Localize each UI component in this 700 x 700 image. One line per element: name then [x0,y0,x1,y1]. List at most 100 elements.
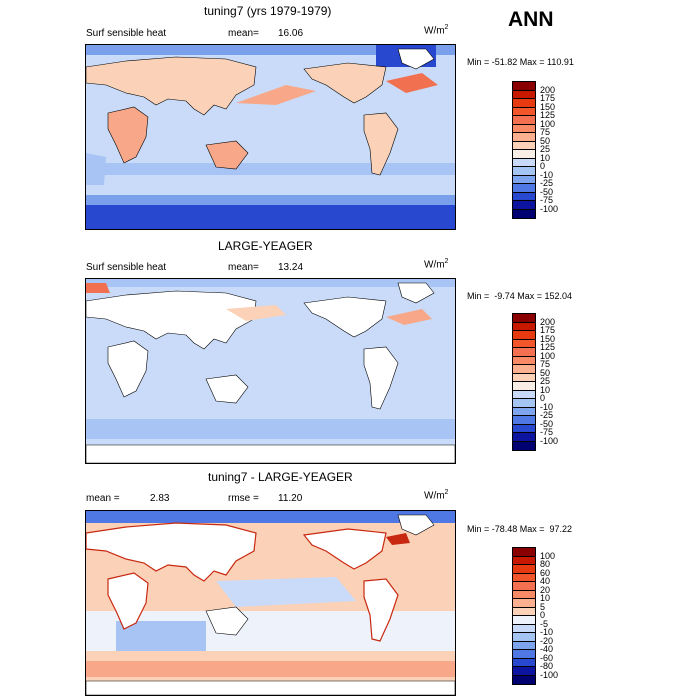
colorbar-tick-label: 150 [540,333,556,344]
panel1-mean-value: 16.06 [278,28,304,39]
panel2-mean-label: mean= [228,262,259,273]
colorbar-box [513,658,535,667]
colorbar-tick-label: 125 [540,110,556,120]
panel1-minmax: Min = -51.82 Max = 110.91 [467,57,574,67]
colorbar-box [513,124,535,133]
panel3-mean-value: 2.83 [150,493,170,504]
colorbar-tick-label: 10 [540,384,551,395]
colorbar-tick-label: -50 [540,186,554,197]
panel1-colorbar [512,81,536,219]
colorbar-tick-label: 0 [540,610,546,620]
colorbar-box [513,339,535,348]
colorbar-box [513,650,535,659]
colorbar-tick-label: 50 [540,135,551,146]
colorbar-tick-label: -20 [540,635,554,646]
colorbar-box [513,416,535,425]
colorbar-tick-label: 125 [540,342,556,352]
colorbar-tick-label: 0 [540,161,546,171]
colorbar-box [513,99,535,108]
panel1-mean-label: mean= [228,28,259,39]
colorbar-tick-label: -10 [540,169,554,180]
colorbar-box [513,565,535,574]
colorbar-box [513,424,535,433]
panel2-map-svg [86,279,455,463]
colorbar-box [513,167,535,176]
colorbar-box [513,399,535,408]
colorbar-tick-label: 75 [540,359,551,369]
colorbar-tick-label: 50 [540,367,551,378]
colorbar-tick-label: 200 [540,84,556,95]
colorbar-tick-label: 100 [540,118,556,129]
colorbar-tick-label: -50 [540,418,554,429]
panel2-field-label: Surf sensible heat [86,262,167,273]
colorbar-box [513,548,535,557]
panel3-title: tuning7 - LARGE-YEAGER [208,470,353,484]
colorbar-tick-label: -5 [540,618,549,629]
colorbar-tick-label: 40 [540,576,551,586]
colorbar-tick-label: -10 [540,627,554,637]
colorbar-box [513,107,535,116]
colorbar-tick-label: -75 [540,195,554,205]
colorbar-tick-label: -25 [540,178,554,188]
colorbar-tick-label: -10 [540,401,554,412]
season-label: ANN [508,8,554,31]
panel2-colorbar [512,313,536,451]
colorbar-tick-label: 10 [540,152,551,163]
colorbar-tick-label: 100 [540,350,556,361]
panel2-unit: W/m2 [424,258,449,271]
panel1-unit: W/m2 [424,24,449,37]
colorbar-box [513,116,535,125]
colorbar-tick-label: 25 [540,376,551,386]
colorbar-box [513,633,535,642]
colorbar-tick-label: -40 [540,644,554,654]
colorbar-tick-label: 75 [540,127,551,137]
colorbar-box [513,192,535,201]
panel3-colorbar [512,547,536,685]
panel1-map-svg [86,45,455,229]
panel1-map [85,44,456,230]
colorbar-tick-label: 5 [540,601,546,612]
colorbar-box [513,322,535,331]
colorbar-box [513,90,535,99]
panel3-rmse-label: rmse = [228,493,259,504]
colorbar-box [513,624,535,633]
colorbar-tick-label: 80 [540,559,551,569]
colorbar-box [513,365,535,374]
colorbar-tick-label: 175 [540,325,556,335]
panel3-map [85,510,456,696]
colorbar-box [513,390,535,399]
panel2-title: LARGE-YEAGER [218,239,313,253]
colorbar-box [513,209,535,218]
colorbar-box [513,675,535,684]
colorbar-tick-label: 25 [540,144,551,154]
colorbar-box [513,150,535,159]
colorbar-box [513,556,535,565]
colorbar-tick-label: 20 [540,584,551,595]
colorbar-tick-label: 60 [540,567,551,578]
colorbar-tick-label: 100 [540,550,556,561]
colorbar-box [513,201,535,210]
panel2-mean-value: 13.24 [278,262,304,273]
colorbar-tick-label: 200 [540,316,556,327]
colorbar-box [513,175,535,184]
colorbar-box [513,433,535,442]
colorbar-box [513,331,535,340]
colorbar-box [513,667,535,676]
colorbar-tick-label: 10 [540,593,551,603]
panel3-rmse-value: 11.20 [278,493,303,504]
panel1-title: tuning7 (yrs 1979-1979) [204,4,332,18]
panel2-map [85,278,456,464]
colorbar-box [513,407,535,416]
colorbar-box [513,582,535,591]
colorbar-tick-label: -80 [540,661,554,671]
colorbar-box [513,382,535,391]
panel3-mean-label: mean = [86,493,120,504]
colorbar-tick-label: -100 [540,203,559,214]
colorbar-box [513,607,535,616]
colorbar-box [513,441,535,450]
colorbar-box [513,356,535,365]
colorbar-box [513,184,535,193]
colorbar-tick-label: -25 [540,410,554,420]
colorbar-tick-label: 175 [540,93,556,103]
colorbar-tick-label: -75 [540,427,554,437]
